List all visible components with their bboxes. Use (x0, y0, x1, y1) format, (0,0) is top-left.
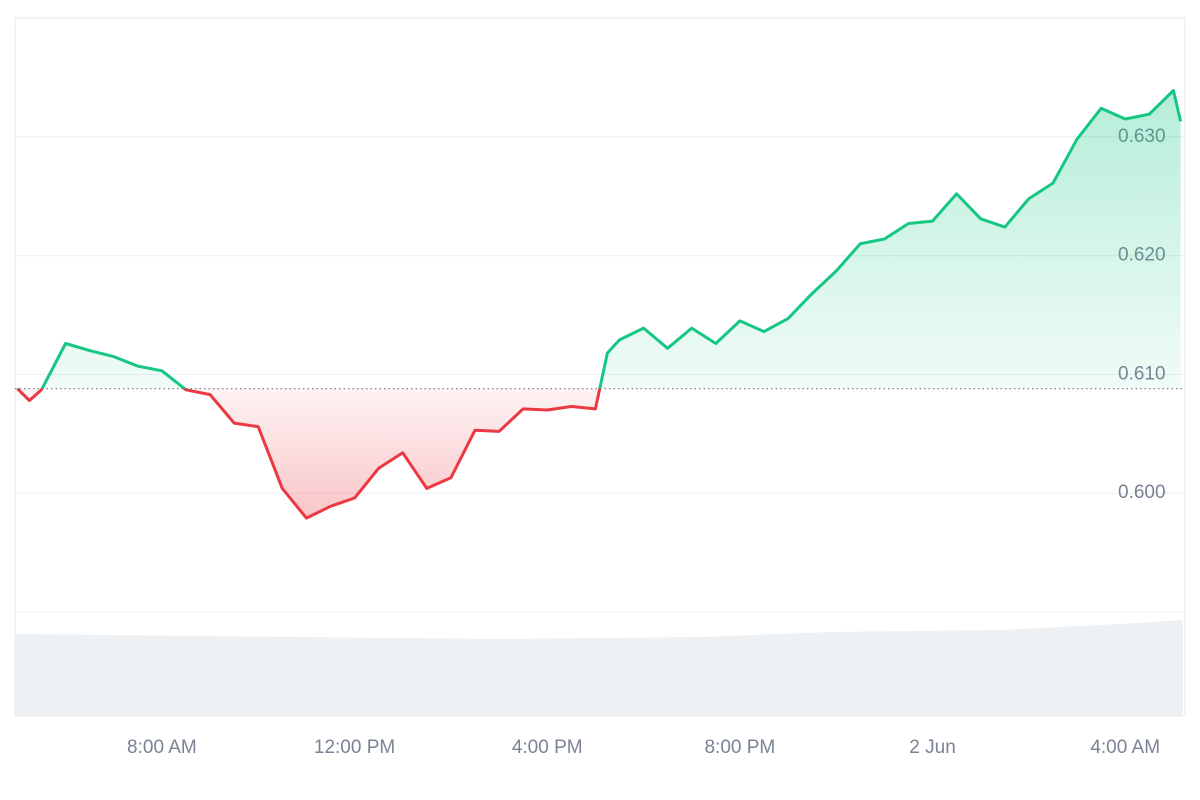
volume-area (15, 620, 1183, 716)
x-tick-label: 8:00 PM (704, 737, 775, 758)
price-line (16, 89, 1183, 520)
area-up (17, 90, 1181, 389)
y-tick-label: 0.600 (1118, 482, 1166, 503)
area-down (17, 388, 600, 519)
x-tick-label: 2 Jun (909, 737, 955, 758)
x-tick-label: 12:00 PM (314, 737, 395, 758)
x-tick-label: 4:00 AM (1090, 737, 1160, 758)
x-tick-label: 8:00 AM (127, 737, 197, 758)
x-tick-label: 4:00 PM (512, 737, 583, 758)
